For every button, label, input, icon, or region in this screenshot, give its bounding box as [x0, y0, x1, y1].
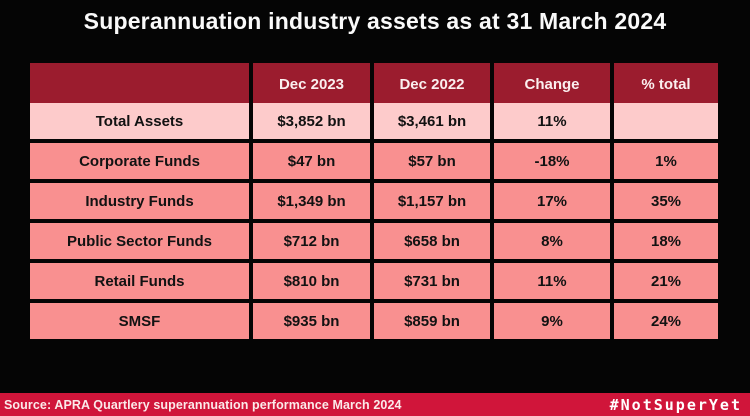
- cell-smsf-pct-total: 24%: [614, 303, 718, 339]
- cell-corporate-funds-change: -18%: [494, 143, 610, 179]
- column-header-pct-total: % total: [614, 63, 718, 105]
- hashtag-text: #NotSuperYet: [609, 395, 742, 414]
- column-header-blank: [30, 63, 249, 105]
- cell-retail-funds-dec2022: $731 bn: [374, 263, 490, 299]
- cell-public-sector-funds-dec2023: $712 bn: [253, 223, 370, 259]
- cell-public-sector-funds-pct-total: 18%: [614, 223, 718, 259]
- cell-industry-funds-change: 17%: [494, 183, 610, 219]
- footer-bar: Source: APRA Quartlery superannuation pe…: [0, 393, 750, 416]
- row-label-corporate-funds: Corporate Funds: [30, 143, 249, 179]
- cell-corporate-funds-dec2022: $57 bn: [374, 143, 490, 179]
- column-header-dec-2022: Dec 2022: [374, 63, 490, 105]
- cell-corporate-funds-pct-total: 1%: [614, 143, 718, 179]
- cell-total-assets-dec2023: $3,852 bn: [253, 103, 370, 139]
- row-label-smsf: SMSF: [30, 303, 249, 339]
- page-title: Superannuation industry assets as at 31 …: [83, 8, 667, 34]
- cell-retail-funds-dec2023: $810 bn: [253, 263, 370, 299]
- cell-industry-funds-dec2023: $1,349 bn: [253, 183, 370, 219]
- cell-corporate-funds-dec2023: $47 bn: [253, 143, 370, 179]
- column-header-dec-2023: Dec 2023: [253, 63, 370, 105]
- cell-smsf-change: 9%: [494, 303, 610, 339]
- cell-public-sector-funds-change: 8%: [494, 223, 610, 259]
- column-header-change: Change: [494, 63, 610, 105]
- cell-total-assets-dec2022: $3,461 bn: [374, 103, 490, 139]
- cell-retail-funds-pct-total: 21%: [614, 263, 718, 299]
- source-text: Source: APRA Quartlery superannuation pe…: [4, 397, 402, 412]
- row-label-retail-funds: Retail Funds: [30, 263, 249, 299]
- cell-total-assets-pct-total: [614, 103, 718, 139]
- cell-industry-funds-pct-total: 35%: [614, 183, 718, 219]
- row-label-public-sector-funds: Public Sector Funds: [30, 223, 249, 259]
- assets-table: Dec 2023 Dec 2022 Change % total Total A…: [30, 63, 718, 339]
- cell-retail-funds-change: 11%: [494, 263, 610, 299]
- cell-industry-funds-dec2022: $1,157 bn: [374, 183, 490, 219]
- cell-smsf-dec2023: $935 bn: [253, 303, 370, 339]
- cell-public-sector-funds-dec2022: $658 bn: [374, 223, 490, 259]
- cell-total-assets-change: 11%: [494, 103, 610, 139]
- cell-smsf-dec2022: $859 bn: [374, 303, 490, 339]
- row-label-total-assets: Total Assets: [30, 103, 249, 139]
- row-label-industry-funds: Industry Funds: [30, 183, 249, 219]
